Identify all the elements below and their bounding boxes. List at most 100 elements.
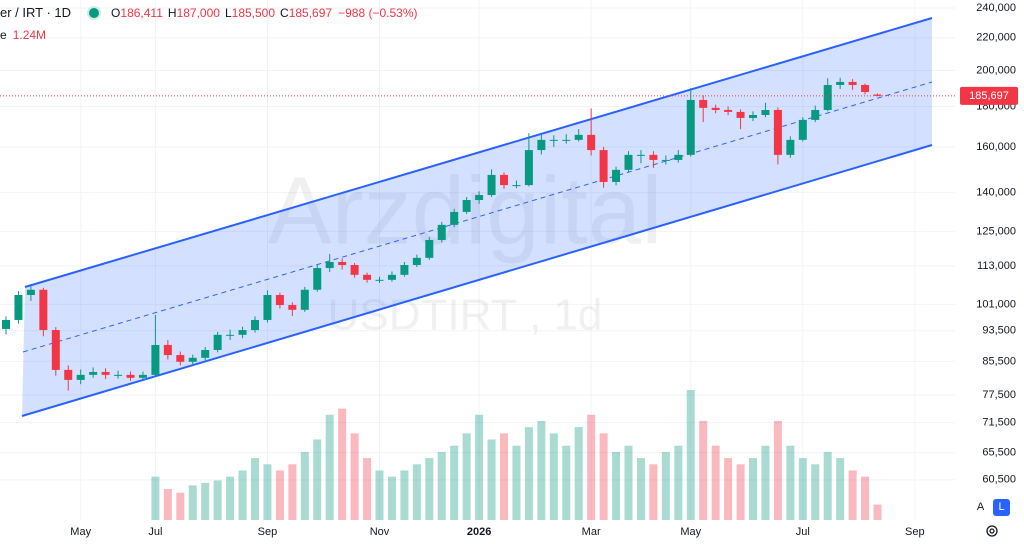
candle-body [76, 374, 85, 380]
volume-bar [649, 464, 658, 520]
candle-body [773, 109, 782, 155]
volume-bar [300, 451, 309, 520]
ohlc-item: C185,697 [280, 6, 332, 20]
volume-bar [350, 433, 359, 520]
candle-body [711, 107, 720, 110]
settings-icon-core [989, 528, 995, 534]
status-dot [89, 7, 100, 18]
volume-bar [412, 464, 421, 520]
ohlc-item: O186,411 [111, 6, 163, 20]
volume [151, 390, 882, 520]
volume-bar [587, 414, 596, 520]
settings-icon[interactable] [986, 525, 998, 537]
volume-bar [773, 420, 782, 520]
volume-bar [437, 451, 446, 520]
volume-bar [811, 464, 820, 520]
candle-body [64, 369, 73, 380]
volume-bar [226, 476, 235, 520]
candle-body [400, 265, 409, 275]
candle-body [798, 119, 807, 140]
candle-body [213, 334, 222, 350]
x-tick-label: May [70, 526, 91, 538]
last-price-label: 185,697 [969, 90, 1009, 102]
volume-bar [873, 504, 882, 520]
candle-body [686, 99, 695, 155]
volume-bar [736, 464, 745, 520]
volume-bar [686, 390, 695, 520]
volume-bar [238, 470, 247, 520]
y-tick-label: 85,500 [982, 355, 1016, 367]
candle-body [537, 139, 546, 151]
volume-bar [524, 427, 533, 520]
volume-bar [798, 458, 807, 520]
channel-lower [21, 144, 933, 417]
volume-bar [823, 451, 832, 520]
x-tick-label: Sep [905, 526, 925, 538]
candle-body [338, 262, 347, 266]
change: −988 (−0.53%) [338, 5, 418, 20]
candle-body [599, 150, 608, 182]
y-tick-label: 101,000 [976, 298, 1016, 310]
volume-bar [213, 480, 222, 520]
volume-bar [462, 433, 471, 520]
y-tick-label: 113,000 [977, 260, 1016, 272]
log-scale-button[interactable]: L [993, 499, 1010, 516]
candle-body [51, 330, 60, 370]
candle-body [612, 169, 621, 182]
volume-bar [599, 433, 608, 520]
grid [0, 0, 955, 520]
candle-body [325, 262, 334, 269]
volume-bar [487, 439, 496, 520]
volume-bar [699, 420, 708, 520]
candle-body [500, 174, 508, 186]
candle-body [288, 305, 297, 310]
candle-body [275, 294, 284, 306]
y-tick-label: 160,000 [976, 141, 1016, 153]
volume-bar [574, 427, 583, 520]
volume-bar [387, 476, 396, 520]
y-tick-label: 71,500 [982, 417, 1016, 429]
candle-body [251, 319, 259, 331]
candle-body [636, 154, 645, 156]
candle-body [873, 94, 882, 96]
candle-body [89, 371, 98, 375]
auto-scale-button[interactable]: A [976, 501, 985, 513]
ohlc-key: O [111, 5, 121, 20]
ohlc-value: 186,411 [120, 5, 163, 20]
volume-bar [624, 445, 633, 520]
volume-bar [188, 485, 197, 520]
symbol-title: er / IRT · 1D [0, 5, 72, 20]
candle-body [512, 185, 521, 187]
volume-bar [512, 445, 521, 520]
candle-body [462, 199, 471, 212]
volume-bar [176, 492, 185, 520]
volume-bar [724, 458, 733, 520]
x-tick-label: Mar [582, 526, 601, 538]
x-tick-label: May [680, 526, 701, 538]
volume-bar [151, 476, 160, 520]
candle-body [350, 265, 359, 275]
volume-bar [475, 414, 484, 520]
candle-body [661, 159, 670, 161]
x-tick-label: 2026 [467, 526, 491, 538]
volume-bar [612, 451, 621, 520]
ohlc-key: C [280, 5, 289, 20]
ohlc-key: H [167, 5, 177, 20]
candle-body [786, 139, 795, 155]
volume-bar [636, 458, 645, 520]
watermark-sub: USDTIRT , 1d [328, 291, 603, 340]
volume-bar [363, 458, 372, 520]
candle-body [574, 134, 583, 140]
y-tick-label: 240,000 [976, 2, 1016, 14]
candle-body [363, 274, 372, 280]
candle-body [749, 115, 757, 118]
candle-body [562, 139, 571, 141]
ohlc-value: 187,000 [176, 5, 220, 20]
candle-body [39, 289, 48, 331]
volume-bar [661, 451, 670, 520]
candle-body [437, 224, 446, 240]
volume-bar [288, 464, 297, 520]
volume-row: e 1.24M [0, 28, 46, 42]
volume-bar [711, 445, 720, 520]
